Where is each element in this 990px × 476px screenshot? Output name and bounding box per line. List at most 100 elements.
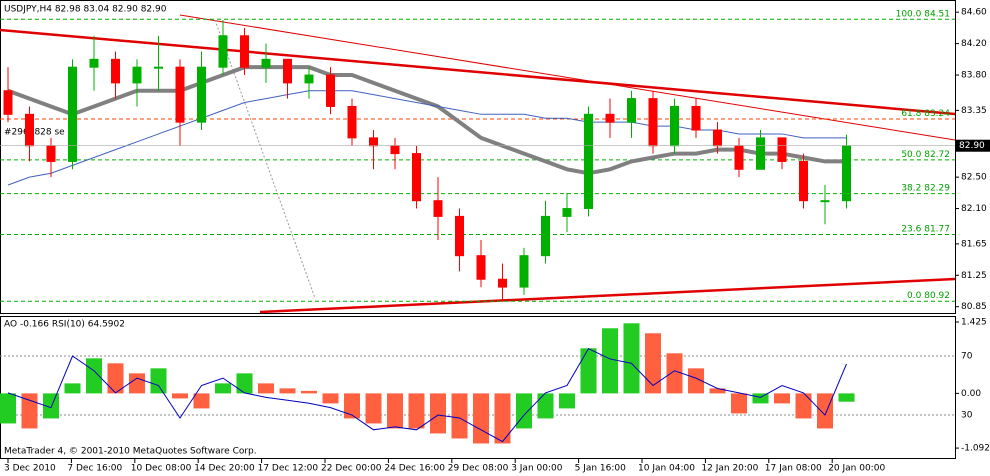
candle-body [390,145,400,155]
ao-bar [430,393,446,434]
indicator-panel [0,316,956,459]
ao-bar [301,390,317,394]
fibo-ratio: 0.0 [907,291,922,301]
candle-body [584,113,593,210]
candle-body [3,90,13,115]
ao-bar [516,393,532,429]
fibo-ratio: 100.0 [896,9,922,19]
trend-line [259,277,956,314]
fibo-label: 100.0 84.51 [896,9,950,19]
candle-body [541,215,550,257]
ao-tick-label: 0.00 [961,389,981,399]
time-label: 12 Jan 20:00 [701,464,758,474]
fibo-label: 23.6 81.77 [901,224,950,234]
ao-bar [322,393,339,404]
ao-bar [473,393,489,444]
ao-bar [580,348,597,394]
candle-body [799,160,808,202]
price-panel [0,0,956,314]
time-label: 3 Dec 2010 [4,464,56,474]
time-label: 5 Jan 16:00 [575,464,627,474]
time-label: 20 Jan 00:00 [828,464,885,474]
ao-bar [688,368,704,394]
candle-body [240,35,249,68]
candle-body [476,255,486,280]
rsi-tick-label: 30 [961,411,973,421]
fibo-price: 82.72 [924,149,950,159]
candle-body [218,35,228,68]
candle-body [412,153,421,202]
ao-bar [215,383,231,394]
ao-bar [537,393,554,419]
ao-bar [752,393,769,404]
current-price-label: 82.90 [959,141,985,151]
candle-body [89,58,99,68]
candle-body [605,113,615,123]
ao-bar [129,373,145,394]
fibo-price: 84.51 [924,9,950,19]
time-label: 24 Dec 16:00 [384,464,445,474]
candle-body [25,113,34,147]
trend-line [179,14,956,141]
ao-bar [258,383,274,394]
time-label: 7 Dec 16:00 [67,464,122,474]
fibo-price: 82.29 [924,183,950,193]
ao-bar [64,383,81,394]
candle-body [154,66,163,69]
ao-bar [494,393,511,444]
candle-body [562,208,572,217]
candle-body [261,58,271,68]
candle-body [519,255,529,288]
candle-body [347,105,357,139]
time-label: 10 Dec 08:00 [131,464,192,474]
fibo-ratio: 38.2 [901,183,921,193]
fibo-label: 0.0 80.92 [907,291,950,301]
rsi-tick-label: 70 [961,352,973,362]
candle-body [455,215,464,257]
candle-body [132,66,142,84]
candle-body [304,74,314,84]
fibo-ratio: 61.8 [901,109,921,119]
y-tick-label: 84.20 [961,39,987,49]
candle-body [713,129,722,147]
ao-bar [645,333,661,394]
ao-bar [279,388,296,394]
candle-body [111,58,120,84]
ao-bar [623,323,640,394]
y-tick-label: 83.35 [961,106,987,116]
current-price-box [956,139,990,152]
candle-body [842,145,851,202]
ao-bar [838,393,855,402]
candle-body [627,98,636,123]
ao-bar [86,358,102,394]
candle-body [197,66,206,123]
ao-bar [709,388,726,394]
time-label: 29 Dec 08:00 [448,464,509,474]
candle-body [648,98,658,147]
candle-body [68,66,77,162]
ao-bar [451,393,468,439]
moving-average [7,90,847,186]
candle-body [326,74,335,107]
candle-body [777,137,787,162]
candle-body [734,145,744,170]
y-tick-label: 82.50 [961,173,987,183]
candle-body [691,105,701,131]
candle-body [46,145,56,162]
time-label: 14 Dec 20:00 [194,464,255,474]
candle-body [175,66,185,123]
indicator-title: AO -0.166 RSI(10) 64.5902 [4,320,125,330]
ao-bar [365,393,382,424]
time-label: 17 Jan 08:00 [765,464,822,474]
ao-bar [666,353,683,394]
ao-bar [107,363,124,394]
ao-bar [172,393,188,399]
candle-body [369,137,378,147]
copyright: MetaTrader 4, © 2001-2010 MetaQuotes Sof… [4,447,257,457]
y-tick-label: 81.25 [961,271,987,281]
fibo-label: 38.2 82.29 [901,183,950,193]
candle-body [820,200,830,203]
ao-bar [817,393,833,429]
ao-bar [236,373,253,394]
